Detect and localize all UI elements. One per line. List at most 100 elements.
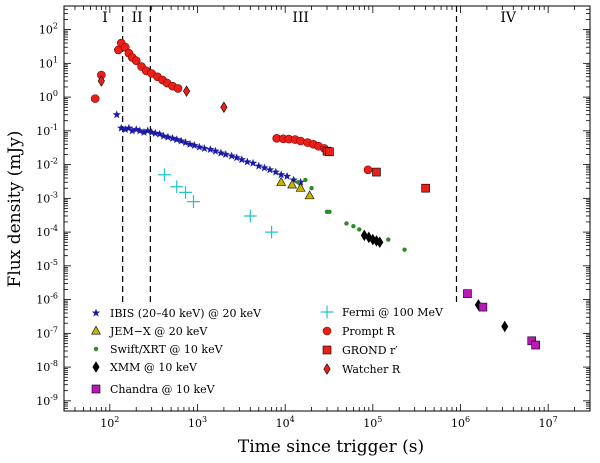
data-point xyxy=(132,125,141,134)
data-point xyxy=(227,151,236,160)
x-tick-label: 105 xyxy=(363,415,382,430)
plot-area: 102 103 104 105 106 107 102 101 100 10-1 10-2 10-3 1… xyxy=(36,5,591,430)
legend-marker-chandra xyxy=(91,384,101,394)
y-tick-label: 10-3 xyxy=(36,190,58,205)
data-point xyxy=(327,209,332,214)
data-point xyxy=(237,155,246,164)
legend-marker-prompt-r xyxy=(322,326,332,336)
y-tick-label: 10-9 xyxy=(36,393,58,408)
x-tick-label: 104 xyxy=(276,415,295,430)
data-point xyxy=(260,163,269,172)
data-point xyxy=(170,180,184,194)
legend-item-jemx: JEM−X @ 20 keV xyxy=(91,325,208,338)
data-point xyxy=(112,110,121,119)
legend-marker-jemx xyxy=(91,325,101,335)
series-4 xyxy=(463,289,540,350)
legend-symbol xyxy=(91,308,101,317)
series-5 xyxy=(158,168,278,239)
x-axis-title: Time since trigger (s) xyxy=(238,437,424,457)
data-point xyxy=(243,157,252,166)
data-point xyxy=(220,101,228,114)
data-point xyxy=(200,144,209,153)
data-point xyxy=(179,185,192,199)
legend: IBIS (20–40 keV) @ 20 keV JEM−X @ 20 keV… xyxy=(91,305,444,396)
legend-item-grond: GROND r′ xyxy=(322,344,398,357)
y-tick-label: 10-1 xyxy=(36,123,58,138)
data-point xyxy=(501,320,509,333)
y-tick-label: 102 xyxy=(39,22,58,37)
data-point xyxy=(117,123,126,132)
series-8 xyxy=(97,75,228,114)
data-point xyxy=(143,126,152,135)
data-point xyxy=(295,180,301,185)
legend-symbol xyxy=(322,326,332,336)
region-label: II xyxy=(132,10,143,26)
region-label: IV xyxy=(500,10,517,26)
x-tick-label: 102 xyxy=(100,415,119,430)
data-point xyxy=(151,128,160,137)
legend-symbol xyxy=(93,346,99,352)
legend-symbol xyxy=(322,345,332,355)
data-point xyxy=(187,195,200,209)
data-point xyxy=(531,340,540,350)
data-point xyxy=(271,167,280,176)
data-point xyxy=(243,209,257,223)
legend-marker-fermi xyxy=(320,305,334,319)
data-point xyxy=(195,142,204,151)
legend-label-swift: Swift/XRT @ 10 keV xyxy=(110,343,224,356)
region-label: I xyxy=(102,10,108,26)
legend-label-xmm: XMM @ 10 keV xyxy=(110,361,198,374)
x-tick-label: 103 xyxy=(188,415,207,430)
data-point xyxy=(131,56,141,65)
legend-label-jemx: JEM−X @ 20 keV xyxy=(109,325,208,338)
data-point xyxy=(287,179,298,189)
data-point xyxy=(265,225,278,239)
legend-marker-watcher xyxy=(323,363,331,375)
series-0 xyxy=(112,110,305,186)
data-point xyxy=(421,183,430,193)
data-point xyxy=(365,231,373,244)
data-point xyxy=(351,223,356,229)
y-tick-label: 101 xyxy=(39,55,58,70)
data-point xyxy=(232,153,241,162)
y-tick-label: 10-2 xyxy=(36,157,58,172)
legend-symbol xyxy=(92,361,100,373)
data-point xyxy=(185,139,195,148)
data-point xyxy=(304,190,315,200)
data-point xyxy=(376,236,384,249)
data-point xyxy=(172,135,181,144)
legend-label-grond: GROND r′ xyxy=(342,344,398,357)
legend-marker-grond xyxy=(322,345,332,355)
y-axis-title: Flux density (mJy) xyxy=(5,131,25,288)
data-point xyxy=(135,126,145,135)
data-point xyxy=(276,170,286,179)
y-tick-label: 10-7 xyxy=(36,325,58,340)
data-point xyxy=(158,168,171,182)
x-tick-label: 106 xyxy=(451,415,470,430)
legend-symbol xyxy=(91,384,101,394)
legend-item-xmm: XMM @ 10 keV xyxy=(92,361,198,374)
data-point xyxy=(282,171,292,180)
series-1 xyxy=(276,176,315,200)
legend-label-chandra: Chandra @ 10 keV xyxy=(110,383,216,396)
legend-item-swift: Swift/XRT @ 10 keV xyxy=(93,343,224,356)
legend-item-chandra: Chandra @ 10 keV xyxy=(91,383,216,396)
data-point xyxy=(155,129,164,138)
data-point xyxy=(289,175,298,184)
series-7 xyxy=(322,146,430,193)
legend-label-watcher: Watcher R xyxy=(342,363,401,376)
data-point xyxy=(265,165,275,174)
data-point xyxy=(173,84,183,93)
series-6 xyxy=(90,38,373,175)
data-point xyxy=(372,167,381,177)
data-point xyxy=(90,94,100,103)
data-point xyxy=(276,176,287,186)
data-point xyxy=(159,131,168,140)
data-point xyxy=(254,161,263,170)
data-point xyxy=(248,158,258,167)
y-tick-label: 10-4 xyxy=(36,224,58,239)
data-point xyxy=(163,132,173,141)
y-tick-label: 10-8 xyxy=(36,359,58,374)
data-point xyxy=(402,247,407,252)
